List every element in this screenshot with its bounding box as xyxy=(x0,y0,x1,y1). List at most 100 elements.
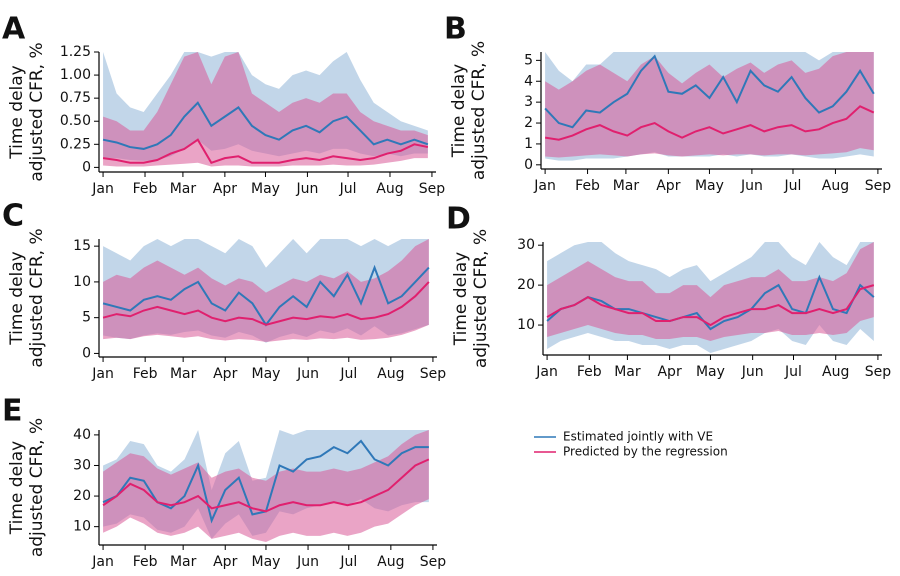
x-tick-label: Jun xyxy=(296,366,319,382)
y-axis-label: adjusted CFR, % xyxy=(27,42,47,181)
y-tick-label: 2 xyxy=(524,115,533,131)
y-axis-label: Time delay xyxy=(7,65,27,159)
x-tick-label: Jul xyxy=(339,181,357,197)
y-tick-label: 5 xyxy=(524,52,533,68)
y-tick-label: 30 xyxy=(73,457,91,473)
series-line xyxy=(544,54,875,129)
y-tick-label: 10 xyxy=(73,274,91,290)
x-tick-label: Apr xyxy=(657,364,681,380)
x-tick-label: Jul xyxy=(784,364,802,380)
y-tick-label: 10 xyxy=(517,317,535,333)
x-tick-label: Jan xyxy=(91,366,114,382)
x-tick-label: Aug xyxy=(822,364,849,380)
x-tick-label: Apr xyxy=(213,366,237,382)
x-tick-label: Jul xyxy=(784,178,802,194)
x-tick-label: Jun xyxy=(741,364,764,380)
x-tick-label: Jan xyxy=(535,364,558,380)
x-tick-label: Aug xyxy=(377,366,404,382)
panel: 0 5 10 15 Jan Feb Mar Apr May Jun Jul Aug Sep Time de… xyxy=(2,199,446,383)
plot-area xyxy=(546,242,875,354)
series-line xyxy=(102,138,429,164)
x-tick-label: Apr xyxy=(213,181,237,197)
x-tick-label: Mar xyxy=(613,178,640,194)
x-tick-label: May xyxy=(695,178,724,194)
y-tick-label: 5 xyxy=(82,310,91,326)
y-tick-label: 15 xyxy=(73,238,91,254)
y-tick-label: 3 xyxy=(524,94,533,110)
y-tick-label: 4 xyxy=(524,73,533,89)
y-axis-label: adjusted CFR, % xyxy=(27,418,47,557)
y-axis-label: adjusted CFR, % xyxy=(27,228,47,367)
x-tick-label: Feb xyxy=(133,366,158,382)
panel: 10 20 30 40 Jan Feb Mar Apr May Jun Jul Aug Sep Time … xyxy=(2,394,446,571)
confidence-band xyxy=(103,239,429,342)
series-line xyxy=(102,458,430,513)
plot-area xyxy=(102,239,430,343)
series-line xyxy=(102,101,429,150)
panel-letter: C xyxy=(2,199,24,234)
plot-area xyxy=(102,52,429,167)
y-tick-label: 10 xyxy=(73,519,91,535)
panel: 0 1 2 3 4 5 Jan Feb Mar Apr May Jun Jul Aug Sep Time de… xyxy=(444,12,891,195)
x-tick-label: Feb xyxy=(577,364,602,380)
x-tick-label: Sep xyxy=(420,366,447,382)
confidence-band xyxy=(103,52,428,167)
x-tick-label: May xyxy=(251,554,280,570)
y-tick-label: 0.75 xyxy=(60,90,91,106)
y-tick-label: 0 xyxy=(82,345,91,361)
x-tick-label: Feb xyxy=(133,554,158,570)
series-line xyxy=(546,284,875,327)
panel: 10 20 30 Jan Feb Mar Apr May Jun Jul Aug Sep Time de… xyxy=(446,202,891,381)
y-axis-label: Time delay xyxy=(7,251,27,345)
x-tick-label: Apr xyxy=(656,178,680,194)
x-tick-label: Jun xyxy=(740,178,763,194)
y-tick-label: 40 xyxy=(73,427,91,443)
y-axis-label: Time delay xyxy=(449,64,469,158)
x-tick-label: Jan xyxy=(91,554,114,570)
y-tick-label: 20 xyxy=(73,488,91,504)
y-tick-label: 0.25 xyxy=(60,136,91,152)
y-tick-label: 30 xyxy=(517,237,535,253)
plot-area xyxy=(544,52,875,161)
panel-letter: D xyxy=(446,202,471,237)
series-line xyxy=(544,105,875,141)
panel-letter: B xyxy=(444,12,467,47)
x-tick-label: Jul xyxy=(339,366,357,382)
y-tick-label: 20 xyxy=(517,277,535,293)
panel-letter: E xyxy=(2,394,23,429)
x-tick-label: Aug xyxy=(376,181,403,197)
x-tick-label: Jan xyxy=(533,178,556,194)
x-tick-label: Jun xyxy=(296,554,319,570)
plot-area xyxy=(102,430,430,542)
series-line xyxy=(546,274,875,331)
x-tick-label: Mar xyxy=(170,181,197,197)
panel-letter: A xyxy=(2,12,26,47)
x-tick-label: Sep xyxy=(865,178,892,194)
x-tick-label: Mar xyxy=(614,364,641,380)
confidence-band xyxy=(103,430,429,542)
series-line xyxy=(102,281,430,326)
x-tick-label: Mar xyxy=(170,554,197,570)
panel: 0 0.25 0.50 0.75 1.00 1.25 Jan Feb Mar Apr May Jun J… xyxy=(2,12,445,198)
y-tick-label: 0 xyxy=(82,159,91,175)
x-tick-label: Jan xyxy=(91,181,114,197)
y-tick-label: 1.00 xyxy=(60,67,91,83)
x-tick-label: Feb xyxy=(575,178,600,194)
x-tick-label: May xyxy=(251,366,280,382)
y-axis-label: adjusted CFR, % xyxy=(469,41,489,180)
y-tick-label: 0 xyxy=(524,157,533,173)
x-tick-label: Apr xyxy=(213,554,237,570)
confidence-band xyxy=(547,242,874,342)
x-tick-label: Feb xyxy=(133,181,158,197)
y-tick-label: 1.25 xyxy=(60,44,91,60)
x-tick-label: Jun xyxy=(295,181,318,197)
x-tick-label: Sep xyxy=(419,181,446,197)
y-axis-label: adjusted CFR, % xyxy=(471,229,491,368)
legend-label: Estimated jointly with VE xyxy=(563,430,713,444)
x-tick-label: Sep xyxy=(420,554,447,570)
x-tick-label: May xyxy=(696,364,725,380)
x-tick-label: May xyxy=(251,181,280,197)
x-tick-label: Sep xyxy=(865,364,892,380)
x-tick-label: Aug xyxy=(822,178,849,194)
